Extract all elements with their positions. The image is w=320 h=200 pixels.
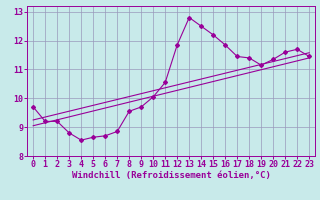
X-axis label: Windchill (Refroidissement éolien,°C): Windchill (Refroidissement éolien,°C)	[72, 171, 271, 180]
